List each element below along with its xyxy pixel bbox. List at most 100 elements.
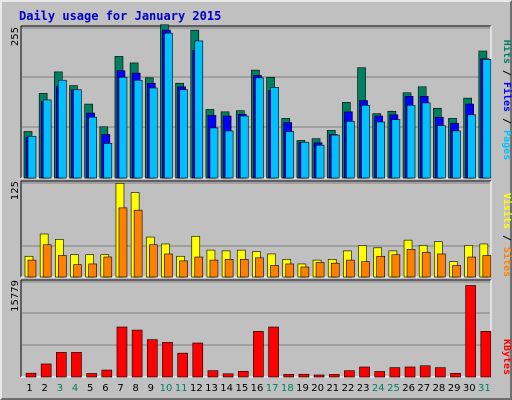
sites-bar xyxy=(330,262,340,278)
legend-sep: / xyxy=(501,229,512,247)
x-tick-label: 17 xyxy=(266,383,279,394)
kbytes-bar xyxy=(298,373,310,378)
kbytes-bar xyxy=(40,363,52,378)
pages-bar xyxy=(361,104,370,179)
kbytes-bar xyxy=(283,374,295,378)
pages-bar xyxy=(73,89,82,179)
kbytes-bar xyxy=(146,339,158,378)
y-max-label: 125 xyxy=(10,181,21,200)
chart-title: Daily usage for January 2015 xyxy=(19,9,222,23)
kbytes-bar xyxy=(71,351,82,378)
kbytes-bar xyxy=(404,366,416,378)
x-tick-label: 5 xyxy=(87,383,93,394)
pages-bar xyxy=(391,119,401,179)
kbytes-bar xyxy=(131,329,143,378)
x-tick-label: 23 xyxy=(357,383,370,394)
sites-bar xyxy=(118,207,128,278)
x-tick-label: 26 xyxy=(402,383,415,394)
sites-bar xyxy=(421,252,431,278)
kbytes-bar xyxy=(435,367,446,378)
pages-bar xyxy=(209,127,219,179)
sites-bar xyxy=(482,255,492,278)
kbytes-bar xyxy=(177,352,188,378)
x-tick-label: 7 xyxy=(117,383,123,394)
legend-sites-visits: Visits / Sites xyxy=(501,193,512,277)
x-tick-label: 24 xyxy=(372,383,385,394)
x-tick-label: 31 xyxy=(478,383,491,394)
kbytes-bar xyxy=(480,331,492,378)
kbytes-bar xyxy=(344,370,355,378)
legend-visits: Visits xyxy=(501,193,512,229)
sites-bar xyxy=(42,244,52,278)
sites-bar xyxy=(361,261,370,278)
sites-bar xyxy=(346,259,355,278)
pages-bar xyxy=(270,87,279,179)
x-tick-label: 27 xyxy=(417,383,430,394)
x-tick-label: 1 xyxy=(26,383,32,394)
kbytes-bar xyxy=(116,326,128,378)
sites-bar xyxy=(437,253,446,278)
x-tick-label: 4 xyxy=(72,383,78,394)
pages-bar xyxy=(437,125,446,179)
sites-bar xyxy=(300,266,310,278)
sites-bar xyxy=(27,259,37,278)
pages-bar xyxy=(452,130,461,179)
pages-bar xyxy=(164,32,173,179)
kbytes-bar xyxy=(222,373,234,378)
kbytes-bar xyxy=(359,366,370,378)
kbytes-bar xyxy=(56,351,67,378)
pages-bar xyxy=(467,114,476,179)
pages-bar xyxy=(103,143,113,179)
x-tick-label: 29 xyxy=(448,383,461,394)
x-tick-label: 13 xyxy=(205,383,218,394)
x-tick-label: 8 xyxy=(133,383,139,394)
pages-bar xyxy=(58,79,67,179)
sites-bar xyxy=(270,265,279,278)
kbytes-bar xyxy=(450,373,461,378)
kbytes-bar xyxy=(313,374,325,378)
legend-pages: Pages xyxy=(501,130,512,160)
sites-bar xyxy=(255,257,264,278)
sites-bar xyxy=(88,263,97,278)
pages-bar xyxy=(194,40,204,179)
legend-sites: Sites xyxy=(501,247,512,277)
x-tick-label: 6 xyxy=(102,383,108,394)
sites-bar xyxy=(467,256,476,278)
pages-bar xyxy=(482,59,492,179)
kbytes-bar xyxy=(268,326,279,378)
pages-bar xyxy=(376,121,386,179)
kbytes-bar xyxy=(465,285,476,378)
kbytes-bar xyxy=(237,370,249,378)
pages-bar xyxy=(27,135,37,179)
legend-hits-files-pages: Hits / Files / Pages xyxy=(501,40,512,160)
sites-bar xyxy=(376,255,386,278)
pages-bar xyxy=(255,77,264,179)
x-tick-label: 15 xyxy=(235,383,248,394)
x-tick-label: 22 xyxy=(342,383,355,394)
kbytes-bar xyxy=(162,342,173,378)
sites-bar xyxy=(103,256,113,278)
pages-bar xyxy=(315,144,325,179)
pages-bar xyxy=(88,116,97,179)
sites-bar xyxy=(406,249,416,278)
sites-bar xyxy=(58,255,67,278)
pages-bar xyxy=(118,76,128,179)
x-tick-label: 21 xyxy=(326,383,339,394)
kbytes-bar xyxy=(101,369,113,378)
pages-bar xyxy=(148,87,158,179)
y-max-label: 15779 xyxy=(10,280,21,312)
x-tick-label: 25 xyxy=(387,383,400,394)
sites-bar xyxy=(73,264,82,278)
x-tick-label: 14 xyxy=(220,383,233,394)
pages-bar xyxy=(421,102,431,179)
sites-bar xyxy=(148,244,158,278)
pages-bar xyxy=(300,141,310,179)
kbytes-bar xyxy=(389,367,401,378)
legend-sep: / xyxy=(501,64,512,82)
pages-bar xyxy=(133,79,143,179)
kbytes-bar xyxy=(192,342,204,378)
legend-sep: / xyxy=(501,112,512,130)
kbytes-bar xyxy=(25,372,37,378)
kbytes-bar xyxy=(328,374,340,378)
